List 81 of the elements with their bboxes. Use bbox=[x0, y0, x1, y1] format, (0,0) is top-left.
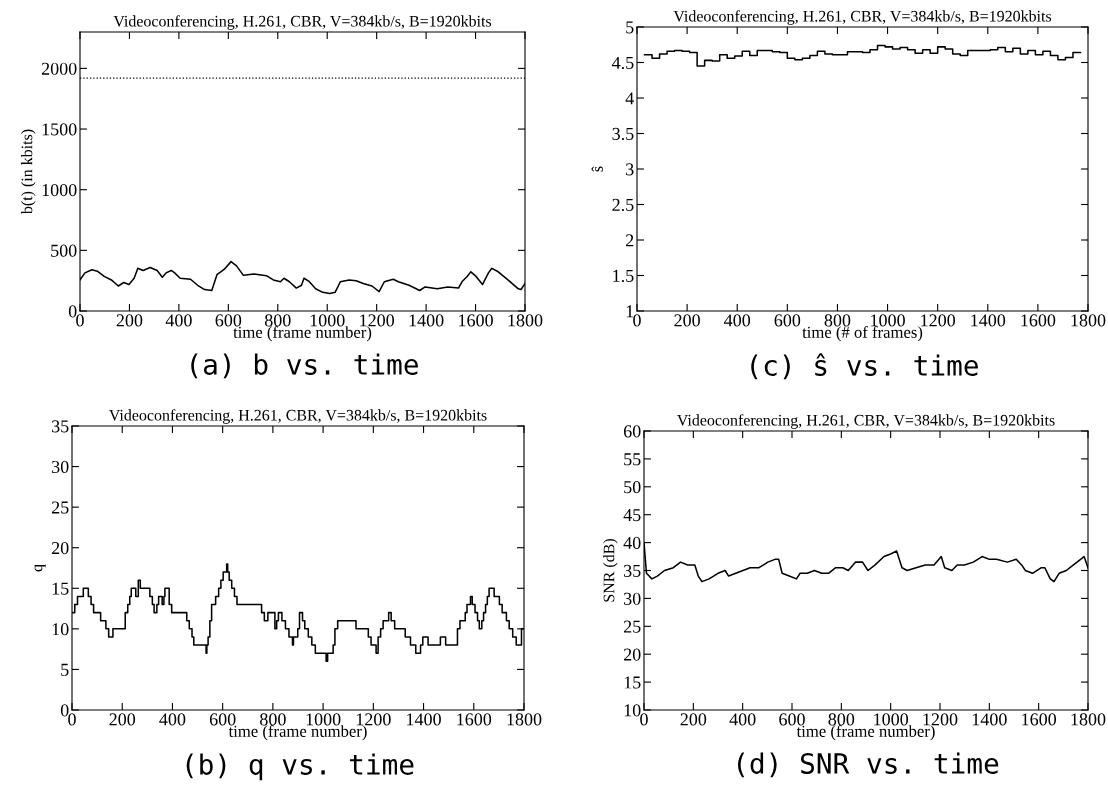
y-tick-label: 25 bbox=[623, 620, 641, 633]
x-tick-label: 1400 bbox=[409, 314, 444, 327]
text: (a) b vs. time bbox=[191, 353, 418, 379]
y-tick-label: 1500 bbox=[42, 123, 77, 136]
y-tick-label: 3 bbox=[626, 163, 634, 176]
y-tick-label: 3.5 bbox=[612, 127, 634, 141]
y-tick-label: 30 bbox=[52, 460, 69, 474]
x-tick-label: 200 bbox=[680, 713, 707, 726]
y-tick-label: 10 bbox=[624, 704, 641, 717]
y-tick-label: 1.5 bbox=[613, 269, 634, 283]
x-tick-label: 600 bbox=[779, 713, 805, 726]
y-tick-label: 35 bbox=[52, 420, 69, 433]
y-tick-label: 4 bbox=[625, 92, 634, 105]
x-tick-label: 600 bbox=[209, 713, 236, 726]
y-tick-label: 500 bbox=[51, 244, 77, 257]
y-tick-label: 40 bbox=[623, 536, 641, 550]
x-tick-label: 1200 bbox=[360, 314, 395, 327]
x-tick-label: 1400 bbox=[407, 713, 441, 726]
chart-title: Videoconferencing, H.261, CBR, V=384kb/s, B=1920kbits bbox=[109, 409, 487, 424]
x-tick-label: 1600 bbox=[459, 314, 493, 327]
x-tick-label: 1000 bbox=[306, 713, 341, 726]
chart-title: Videoconferencing, H.261, CBR, V=384kb/s, B=1920kbits bbox=[677, 414, 1055, 429]
x-tick-label: 200 bbox=[109, 713, 136, 726]
chart-title: Videoconferencing, H.261, CBR, V=384kb/s, B=1920kbits bbox=[673, 10, 1052, 25]
y-tick-label: 15 bbox=[52, 582, 69, 595]
chart-title: Videoconferencing, H.261, CBR, V=384kb/s, B=1920kbits bbox=[113, 15, 492, 30]
x-tick-label: 400 bbox=[729, 713, 756, 726]
y-tick-label: 35 bbox=[624, 564, 641, 577]
text: (c) ŝ vs. time bbox=[751, 353, 978, 380]
x-tick-label: 400 bbox=[165, 314, 192, 327]
y-axis-title: q bbox=[34, 564, 46, 572]
y-tick-label: 4.5 bbox=[612, 56, 634, 70]
y-axis-title: SNR (dB) bbox=[603, 539, 618, 602]
y-tick-label: 20 bbox=[51, 541, 69, 555]
x-tick-label: 200 bbox=[674, 314, 700, 327]
x-tick-label: 400 bbox=[159, 713, 186, 726]
x-tick-label: 800 bbox=[264, 314, 291, 327]
x-tick-label: 1600 bbox=[457, 713, 492, 726]
x-tick-label: 1800 bbox=[507, 713, 542, 726]
y-axis-title: b(t) (in kbits) bbox=[21, 129, 36, 215]
y-tick-label: 1 bbox=[626, 305, 634, 318]
y-tick-label: 25 bbox=[51, 501, 69, 514]
x-tick-label: 1400 bbox=[972, 713, 1007, 726]
text: (d) SNR vs. time bbox=[737, 752, 999, 778]
y-tick-label: 45 bbox=[623, 509, 641, 522]
x-tick-label: 600 bbox=[215, 314, 242, 327]
y-tick-label: 0 bbox=[68, 305, 77, 318]
y-tick-label: 2.5 bbox=[612, 198, 634, 212]
x-tick-label: 1000 bbox=[871, 314, 905, 327]
x-tick-label: 1600 bbox=[1022, 713, 1057, 726]
x-tick-label: 1600 bbox=[1021, 314, 1056, 327]
x-tick-label: 1200 bbox=[356, 713, 391, 726]
x-tick-label: 1000 bbox=[310, 314, 345, 327]
y-tick-label: 50 bbox=[624, 481, 641, 494]
x-tick-label: 1800 bbox=[1071, 713, 1106, 726]
y-tick-label: 0 bbox=[60, 704, 69, 717]
x-tick-label: 600 bbox=[774, 314, 801, 327]
y-tick-label: 10 bbox=[52, 623, 69, 636]
y-tick-label: 20 bbox=[623, 648, 641, 661]
y-tick-label: 15 bbox=[624, 676, 641, 689]
text: (b) q vs. time bbox=[186, 753, 414, 781]
y-tick-label: 2 bbox=[625, 234, 634, 247]
x-tick-label: 800 bbox=[824, 314, 851, 327]
y-tick-label: 30 bbox=[624, 592, 641, 605]
x-tick-label: 800 bbox=[828, 713, 855, 726]
x-tick-label: 800 bbox=[260, 713, 286, 726]
x-tick-label: 1200 bbox=[923, 713, 958, 726]
y-tick-label: 60 bbox=[623, 425, 641, 438]
x-tick-label: 1800 bbox=[508, 314, 543, 327]
x-tick-label: 1000 bbox=[874, 713, 909, 726]
y-tick-label: 55 bbox=[624, 453, 641, 466]
y-tick-label: 5 bbox=[61, 663, 69, 676]
x-tick-label: 400 bbox=[724, 314, 751, 327]
y-tick-label: 5 bbox=[626, 21, 634, 34]
x-tick-label: 1400 bbox=[971, 314, 1006, 327]
y-axis-title: ŝ bbox=[591, 166, 603, 172]
x-tick-label: 200 bbox=[116, 314, 143, 327]
y-tick-label: 2000 bbox=[41, 62, 77, 75]
x-tick-label: 1200 bbox=[921, 314, 956, 327]
y-tick-label: 1000 bbox=[42, 183, 77, 197]
x-tick-label: 1800 bbox=[1071, 314, 1106, 327]
